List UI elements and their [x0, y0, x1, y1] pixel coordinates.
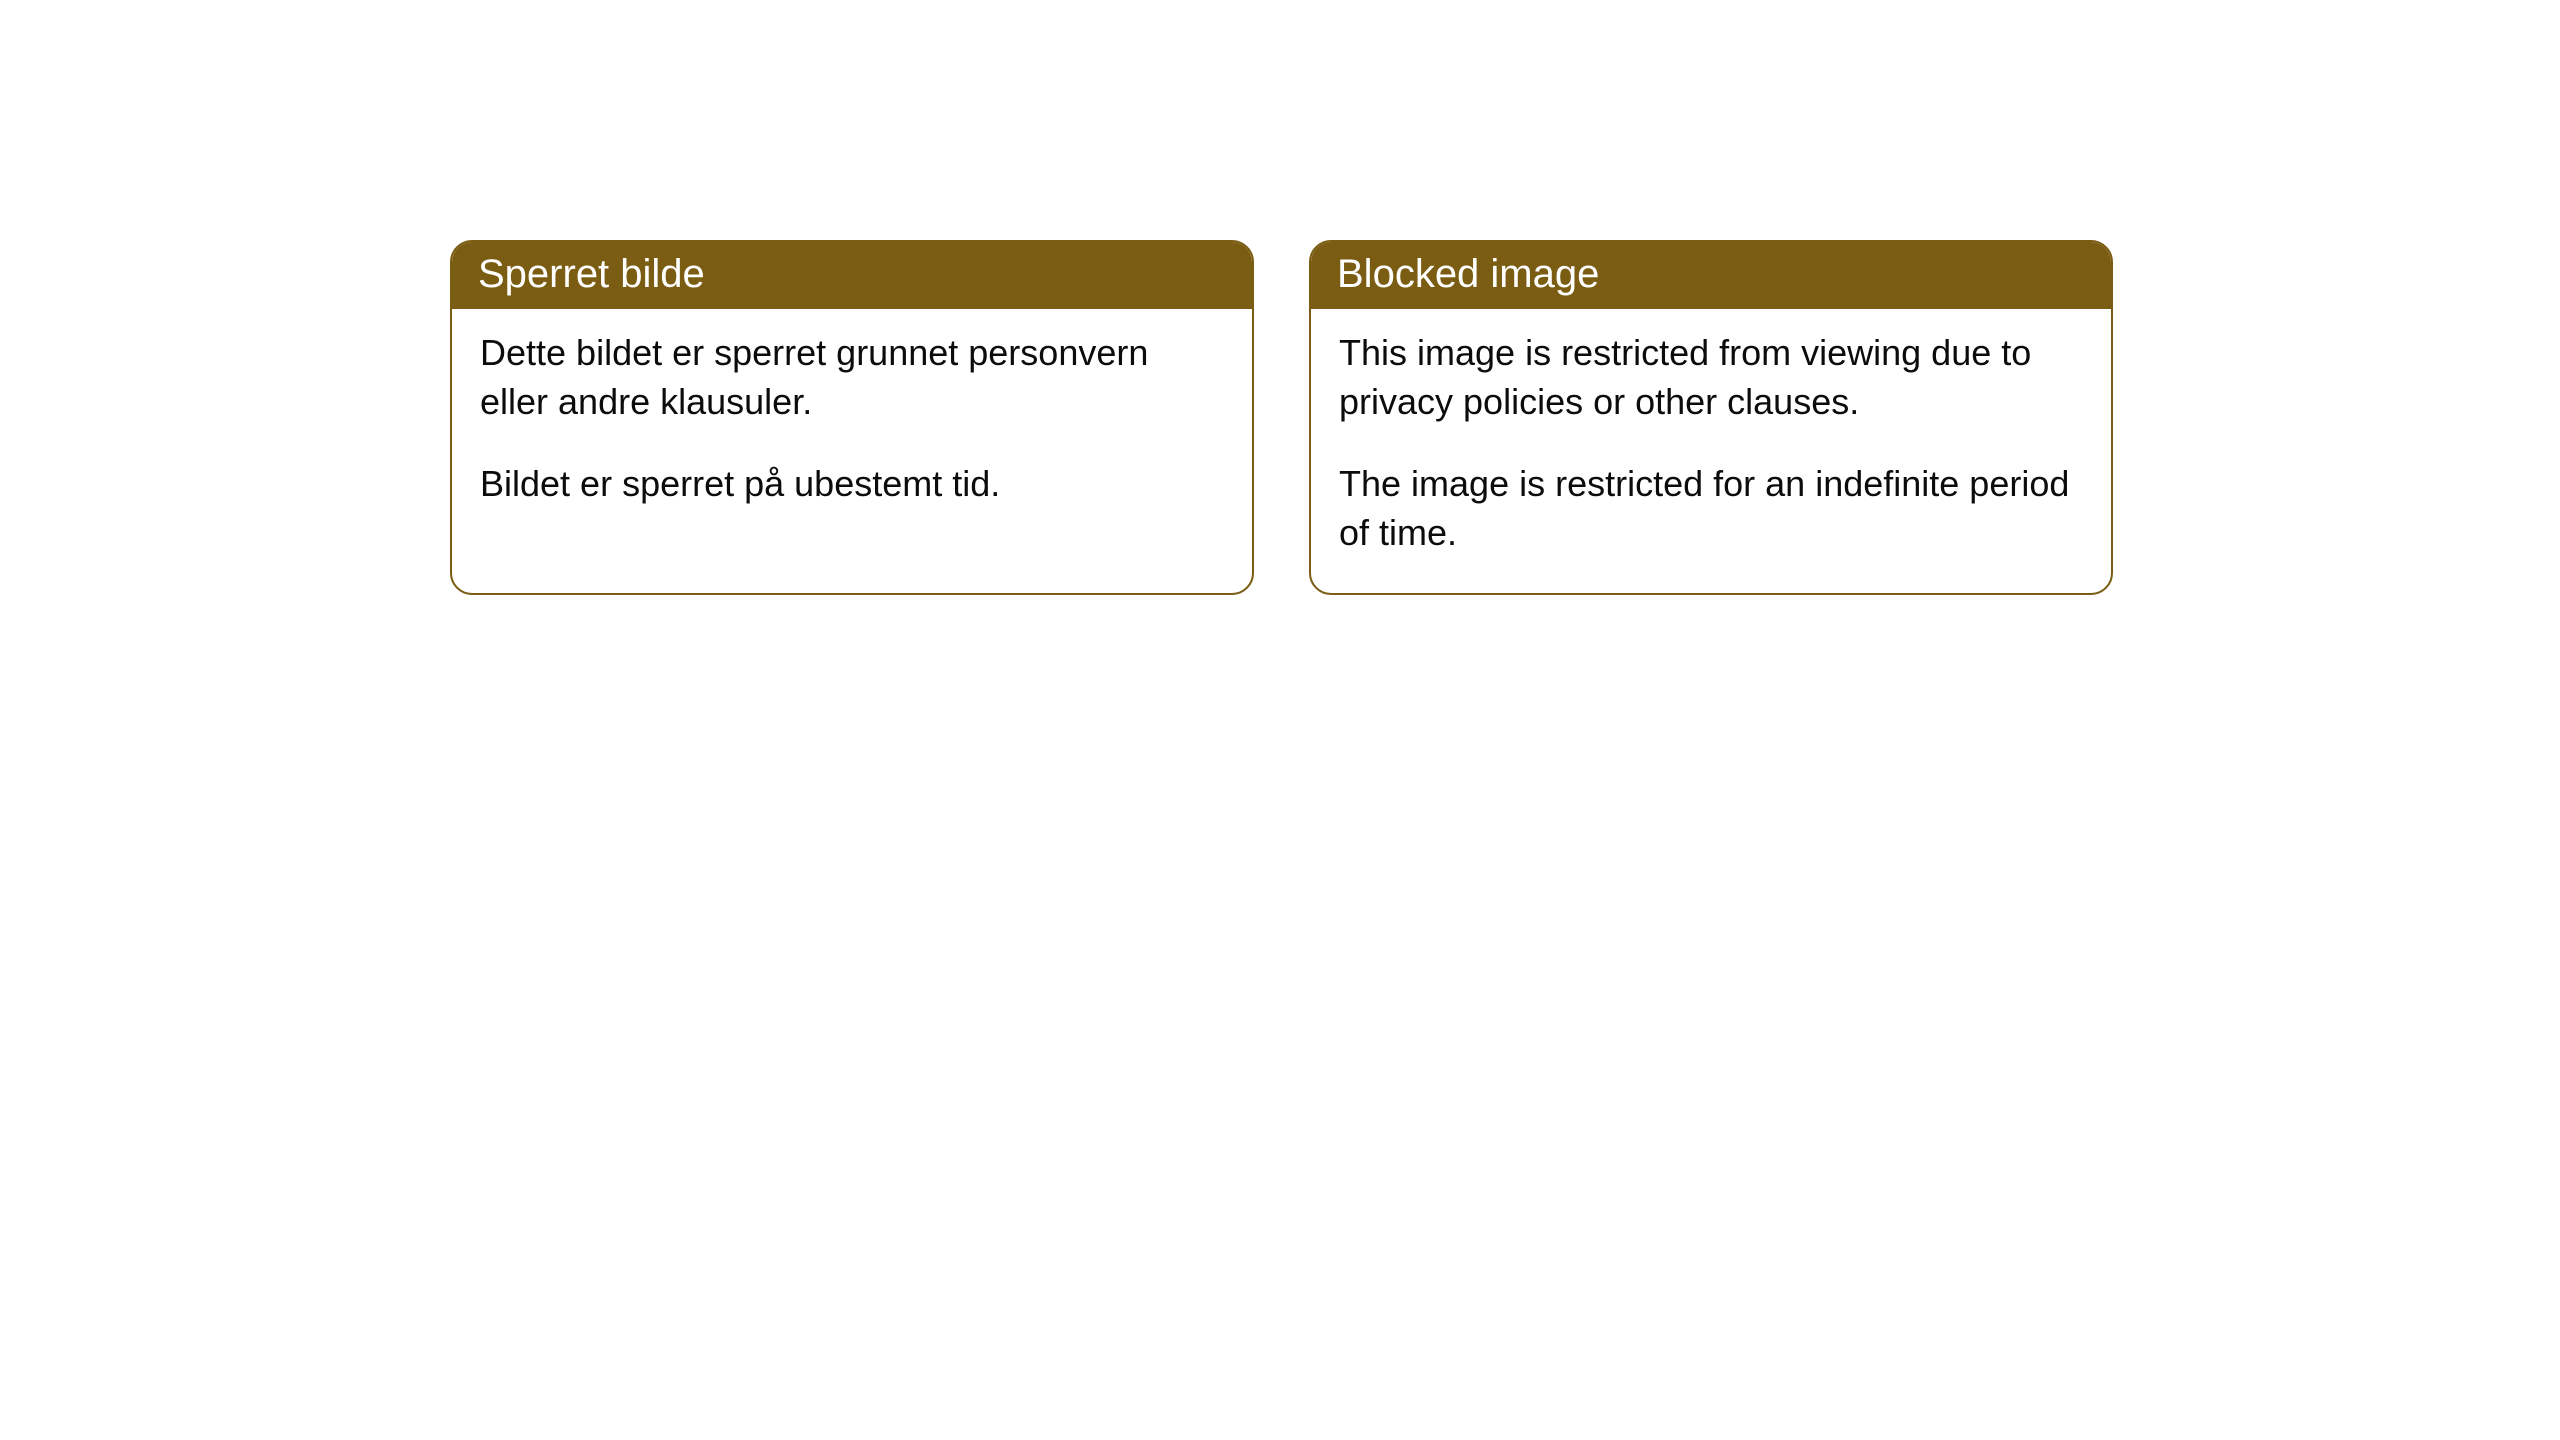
notice-paragraph: Bildet er sperret på ubestemt tid. [480, 460, 1224, 509]
notice-paragraph: Dette bildet er sperret grunnet personve… [480, 329, 1224, 426]
notice-card-title: Sperret bilde [452, 242, 1252, 309]
notice-cards-container: Sperret bilde Dette bildet er sperret gr… [450, 240, 2113, 595]
notice-card-title: Blocked image [1311, 242, 2111, 309]
notice-paragraph: This image is restricted from viewing du… [1339, 329, 2083, 426]
notice-card-english: Blocked image This image is restricted f… [1309, 240, 2113, 595]
notice-card-body: Dette bildet er sperret grunnet personve… [452, 309, 1252, 545]
notice-paragraph: The image is restricted for an indefinit… [1339, 460, 2083, 557]
notice-card-norwegian: Sperret bilde Dette bildet er sperret gr… [450, 240, 1254, 595]
notice-card-body: This image is restricted from viewing du… [1311, 309, 2111, 593]
